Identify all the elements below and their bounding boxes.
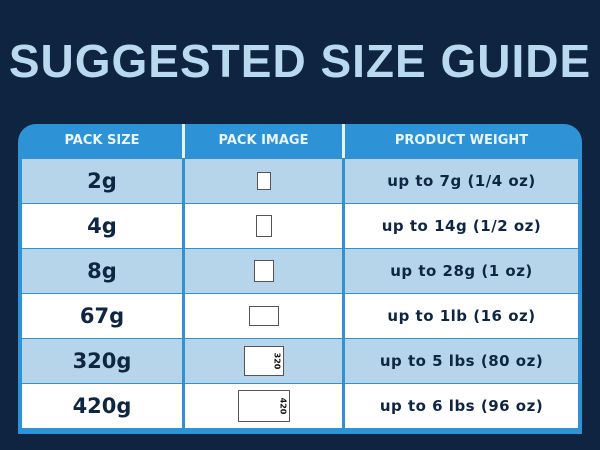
pack-image: 320	[243, 346, 284, 376]
pack-image-cell	[182, 204, 345, 248]
pack-image-cell: 420	[182, 384, 345, 428]
pack-size: 320g	[72, 349, 132, 373]
pack-size: 2g	[87, 169, 117, 193]
pack-image-cell	[182, 159, 345, 203]
table-header: PACK SIZE PACK IMAGE PRODUCT WEIGHT	[22, 124, 578, 158]
header-product-weight: PRODUCT WEIGHT	[394, 133, 529, 148]
table-row: 420g 420 up to 6 lbs (96 oz)	[22, 383, 578, 428]
pack-number: 320	[272, 352, 282, 370]
table-row: 8g up to 28g (1 oz)	[22, 248, 578, 293]
pack-number: 420	[278, 397, 288, 415]
size-guide-table: PACK SIZE PACK IMAGE PRODUCT WEIGHT 2g u…	[18, 124, 582, 434]
table-body: 2g up to 7g (1/4 oz) 4g up to 14g (1/2 oz…	[22, 158, 578, 428]
pack-image	[256, 172, 271, 190]
table-row: 2g up to 7g (1/4 oz)	[22, 158, 578, 203]
pack-size: 67g	[79, 304, 125, 328]
pack-image-cell: 320	[182, 339, 345, 383]
product-weight: up to 7g (1/4 oz)	[387, 172, 536, 190]
pack-size: 420g	[72, 394, 132, 418]
pack-image	[253, 260, 274, 282]
pack-image-cell	[182, 294, 345, 338]
pack-size: 4g	[87, 214, 117, 238]
header-pack-image: PACK IMAGE	[182, 124, 345, 158]
page-title: SUGGESTED SIZE GUIDE	[8, 35, 592, 87]
table-row: 320g 320 up to 5 lbs (80 oz)	[22, 338, 578, 383]
product-weight: up to 28g (1 oz)	[390, 262, 533, 280]
product-weight: up to 6 lbs (96 oz)	[379, 397, 544, 415]
pack-image	[255, 215, 272, 237]
pack-image: 420	[237, 390, 290, 422]
pack-size: 8g	[87, 259, 117, 283]
product-weight: up to 5 lbs (80 oz)	[379, 352, 544, 370]
table-row: 67g up to 1lb (16 oz)	[22, 293, 578, 338]
pack-image-cell	[182, 249, 345, 293]
product-weight: up to 14g (1/2 oz)	[381, 217, 542, 235]
table-row: 4g up to 14g (1/2 oz)	[22, 203, 578, 248]
header-pack-size: PACK SIZE	[64, 133, 140, 148]
product-weight: up to 1lb (16 oz)	[387, 307, 536, 325]
pack-image	[248, 306, 279, 326]
